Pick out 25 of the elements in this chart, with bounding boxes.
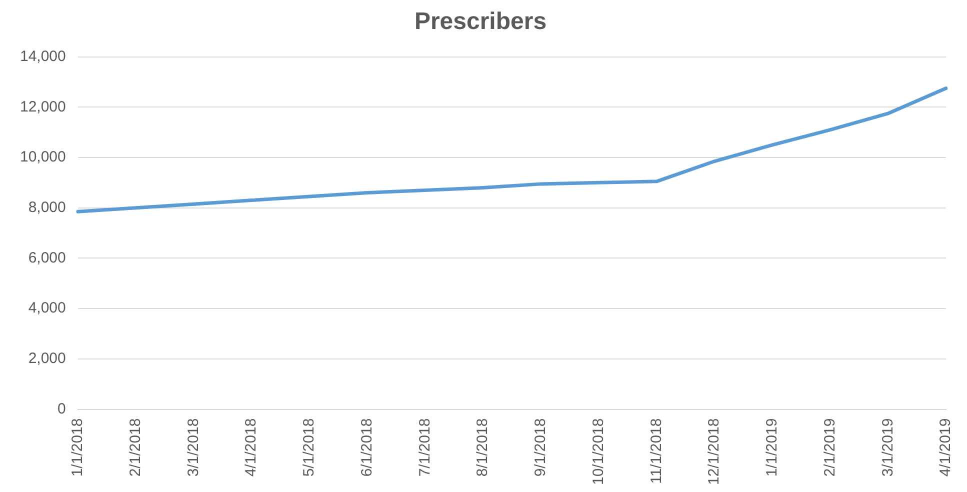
x-tick-label: 5/1/2018	[300, 418, 318, 477]
y-tick-label: 0	[58, 400, 66, 418]
y-tick-label: 14,000	[20, 48, 66, 65]
x-tick-label: 8/1/2018	[474, 418, 492, 477]
x-tick-label: 9/1/2018	[532, 418, 550, 477]
x-tick-label: 11/1/2018	[648, 418, 665, 484]
x-tick-label: 7/1/2018	[416, 418, 434, 477]
chart-title: Prescribers	[414, 8, 547, 36]
y-tick-label: 12,000	[20, 98, 66, 116]
x-tick-label: 6/1/2018	[358, 418, 376, 477]
x-tick-label: 4/1/2019	[937, 418, 954, 477]
x-tick-label: 3/1/2019	[879, 418, 896, 477]
x-tick-label: 3/1/2018	[184, 418, 202, 477]
x-tick-label: 4/1/2018	[242, 418, 260, 477]
x-tick-label: 1/1/2019	[764, 418, 781, 477]
y-tick-label: 6,000	[28, 249, 66, 266]
x-tick-label: 10/1/2018	[590, 418, 607, 486]
x-tick-label: 1/1/2018	[69, 418, 86, 477]
x-tick-label: 2/1/2019	[821, 418, 838, 477]
x-tick-label: 12/1/2018	[706, 418, 723, 486]
y-tick-label: 8,000	[28, 199, 66, 216]
y-tick-label: 10,000	[20, 148, 66, 166]
y-tick-label: 4,000	[28, 300, 66, 317]
y-tick-label: 2,000	[28, 350, 66, 368]
x-tick-label: 2/1/2018	[126, 418, 144, 477]
